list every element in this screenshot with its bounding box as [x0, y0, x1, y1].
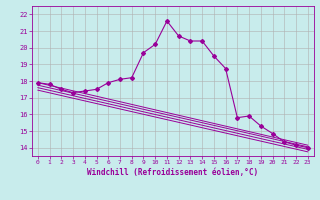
X-axis label: Windchill (Refroidissement éolien,°C): Windchill (Refroidissement éolien,°C) [87, 168, 258, 177]
